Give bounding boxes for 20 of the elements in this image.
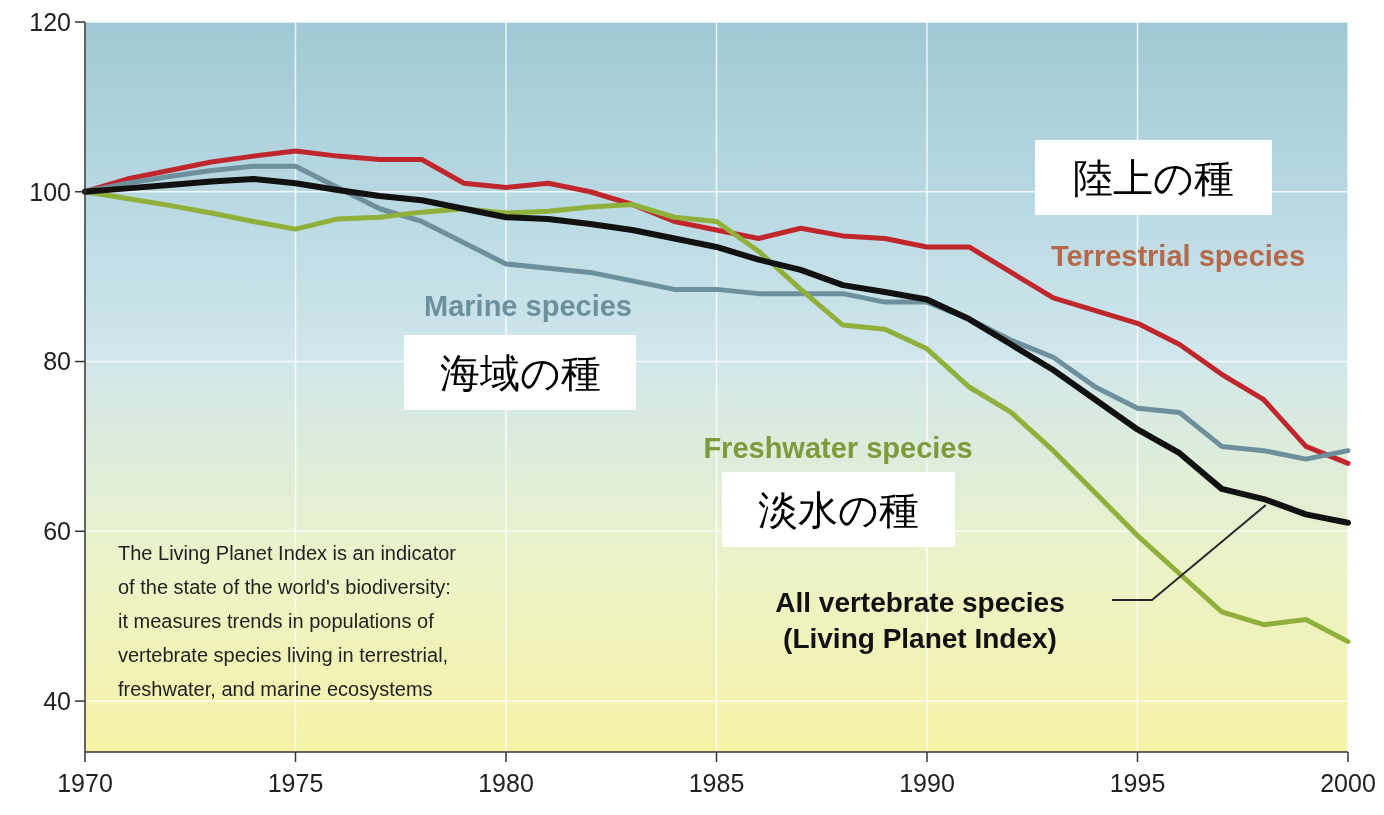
y-tick-label: 80 [43, 347, 71, 376]
x-tick-label: 1985 [688, 769, 745, 797]
annotation: 海域の種 [439, 349, 601, 396]
y-tick-label: 100 [29, 177, 71, 206]
x-tick-label: 1990 [899, 769, 955, 797]
x-tick-label: 2000 [1320, 769, 1376, 797]
y-tick-label: 120 [29, 7, 71, 36]
x-tick-label: 1970 [57, 769, 113, 797]
series-label: Marine species [424, 290, 632, 322]
series-label: Freshwater species [703, 432, 973, 464]
annotation: 淡水の種 [758, 486, 919, 533]
annotation: The Living Planet Index is an indicator of the state of the world's biodiversity: it measures trends in populations of vertebrate species living in terrestrial, freshwater, and marine ecosystems [118, 542, 457, 700]
x-tick-label: 1995 [1109, 769, 1166, 797]
annotation: 陸上の種 [1073, 154, 1234, 201]
y-tick-label: 40 [43, 686, 71, 715]
series-label: Terrestrial species [1050, 240, 1306, 272]
y-tick-label: 60 [43, 517, 71, 546]
text: All vertebrate species (Living Planet Index) [775, 587, 1065, 654]
x-tick-label: 1975 [267, 769, 324, 797]
x-tick-label: 1980 [478, 769, 534, 797]
